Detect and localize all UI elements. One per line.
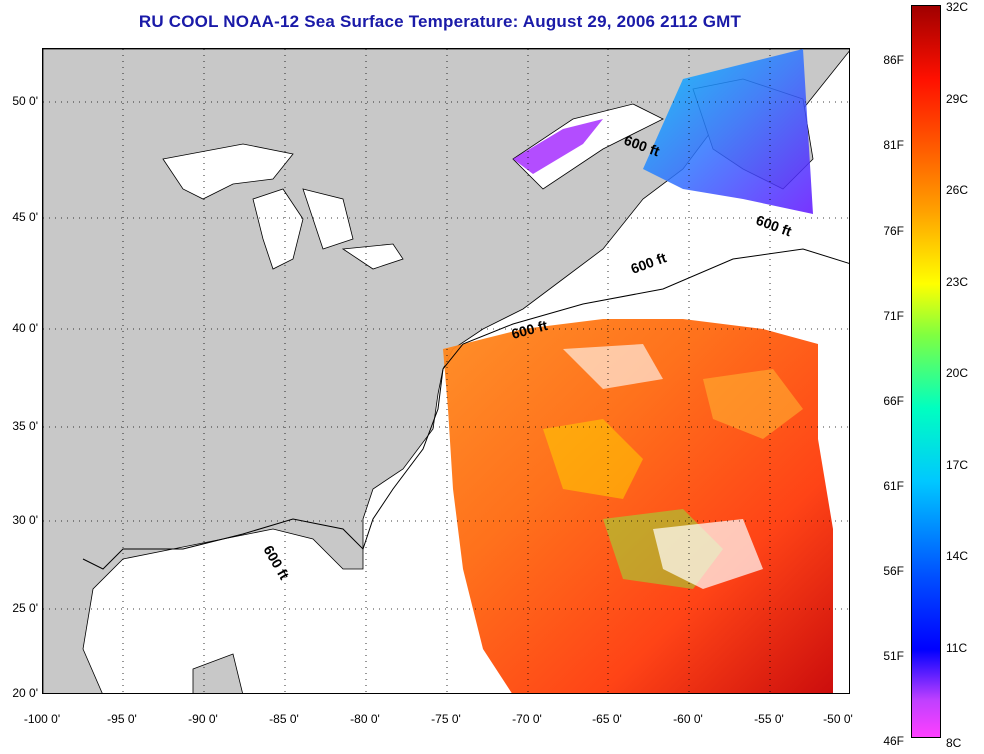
colorbar-f-56: 56F bbox=[883, 564, 904, 578]
lon-label-85: -85 0' bbox=[269, 712, 299, 726]
colorbar-f-76: 76F bbox=[883, 224, 904, 238]
map-canvas: 600 ft 600 ft 600 ft 600 ft 600 ft bbox=[43, 49, 849, 693]
lon-label-55: -55 0' bbox=[754, 712, 784, 726]
lon-label-60: -60 0' bbox=[673, 712, 703, 726]
land-north-america bbox=[43, 49, 849, 693]
colorbar-f-71: 71F bbox=[883, 309, 904, 323]
lat-label-35: 35 0' bbox=[12, 419, 38, 433]
contour-label-1: 600 ft bbox=[260, 543, 292, 583]
lat-label-25: 25 0' bbox=[12, 601, 38, 615]
sst-patch-1 bbox=[543, 419, 643, 499]
lon-label-65: -65 0' bbox=[592, 712, 622, 726]
colorbar-c-29: 29C bbox=[946, 92, 969, 106]
sst-cloud-1 bbox=[653, 519, 763, 589]
map-title: RU COOL NOAA-12 Sea Surface Temperature:… bbox=[138, 12, 742, 31]
colorbar-c-32: 32C bbox=[946, 0, 969, 14]
sst-north bbox=[643, 49, 813, 214]
lon-label-80: -80 0' bbox=[350, 712, 380, 726]
lat-label-50: 50 0' bbox=[12, 94, 38, 108]
land-yucatan bbox=[192, 653, 243, 693]
lat-label-40: 40 0' bbox=[12, 321, 38, 335]
colorbar-c-14: 14C bbox=[946, 549, 969, 563]
st-lawrence bbox=[512, 103, 664, 190]
colorbar-c-17: 17C bbox=[946, 458, 969, 472]
sst-patch-3 bbox=[703, 369, 803, 439]
colorbar-c-26: 26C bbox=[946, 183, 969, 197]
colorbar-c-23: 23C bbox=[946, 275, 969, 289]
lon-label-100: -100 0' bbox=[23, 712, 61, 726]
contour-label-5: 600 ft bbox=[754, 212, 794, 240]
lat-label-30: 30 0' bbox=[12, 513, 38, 527]
colorbar-c-11: 11C bbox=[946, 641, 968, 655]
sst-gulf-st-lawrence bbox=[513, 119, 603, 174]
contour-label-3: 600 ft bbox=[629, 249, 669, 277]
sst-map: 600 ft 600 ft 600 ft 600 ft 600 ft bbox=[42, 48, 850, 694]
colorbar-c-20: 20C bbox=[946, 366, 969, 380]
lon-label-75: -75 0' bbox=[431, 712, 461, 726]
colorbar-f-51: 51F bbox=[883, 649, 904, 663]
lon-label-50: -50 0' bbox=[823, 712, 853, 726]
lon-label-95: -95 0' bbox=[107, 712, 137, 726]
colorbar-f-61: 61F bbox=[883, 479, 904, 493]
colorbar bbox=[911, 5, 941, 738]
lat-label-45: 45 0' bbox=[12, 210, 38, 224]
lat-label-20: 20 0' bbox=[12, 686, 38, 700]
colorbar-f-81: 81F bbox=[883, 138, 904, 152]
great-lakes bbox=[162, 143, 404, 270]
contour-600ft bbox=[82, 248, 849, 570]
sst-cloud-2 bbox=[563, 344, 663, 389]
lon-label-70: -70 0' bbox=[512, 712, 542, 726]
colorbar-f-86: 86F bbox=[883, 53, 904, 67]
lon-label-90: -90 0' bbox=[188, 712, 218, 726]
colorbar-f-46: 46F bbox=[883, 734, 904, 748]
colorbar-f-66: 66F bbox=[883, 394, 904, 408]
colorbar-c-8: 8C bbox=[946, 736, 962, 750]
